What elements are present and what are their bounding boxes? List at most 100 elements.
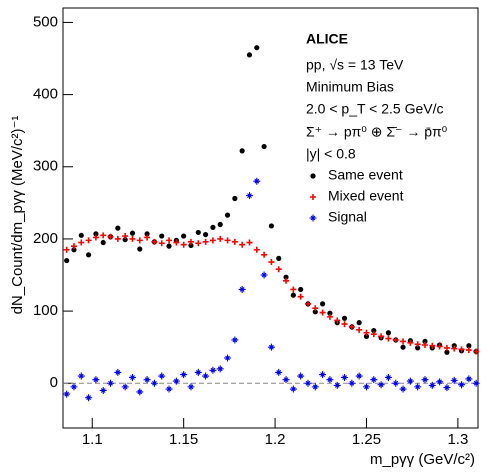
- point: [93, 231, 99, 237]
- y-tick-label: 400: [33, 86, 58, 103]
- point: [107, 379, 115, 387]
- point: [136, 388, 144, 396]
- annotation: Minimum Bias: [306, 79, 394, 95]
- point: [320, 301, 326, 307]
- point: [194, 368, 202, 376]
- point: [370, 331, 377, 338]
- point: [436, 378, 444, 386]
- point: [245, 192, 253, 200]
- point: [414, 341, 421, 348]
- point: [195, 240, 202, 247]
- point: [261, 143, 267, 150]
- point: [63, 246, 70, 253]
- point: [92, 376, 100, 384]
- point: [458, 346, 465, 353]
- point: [289, 385, 297, 393]
- point: [100, 232, 107, 239]
- point: [128, 373, 136, 381]
- point: [137, 246, 143, 252]
- legend-label: Same event: [328, 167, 403, 183]
- point: [166, 243, 172, 249]
- point: [114, 368, 122, 376]
- point: [406, 377, 414, 385]
- point: [129, 235, 136, 242]
- point: [356, 326, 363, 333]
- point: [333, 381, 341, 389]
- point: [217, 221, 223, 228]
- point: [327, 310, 333, 316]
- point: [158, 240, 165, 247]
- point: [85, 252, 92, 258]
- point: [165, 385, 173, 393]
- point: [158, 372, 166, 380]
- y-tick-label: 100: [33, 302, 58, 319]
- point: [371, 327, 377, 334]
- point: [458, 381, 466, 389]
- point: [370, 376, 378, 384]
- point: [282, 376, 290, 384]
- point: [450, 376, 458, 384]
- point: [341, 321, 348, 328]
- point: [261, 251, 268, 258]
- point: [268, 223, 275, 229]
- point: [392, 379, 400, 387]
- point: [348, 379, 356, 387]
- point: [275, 266, 282, 273]
- point: [85, 394, 93, 402]
- point: [392, 336, 399, 343]
- point: [385, 335, 392, 342]
- point: [472, 379, 480, 387]
- point: [297, 372, 305, 380]
- point: [290, 292, 296, 298]
- point: [422, 338, 428, 345]
- point: [181, 233, 187, 239]
- point: [298, 286, 304, 293]
- point: [421, 342, 428, 349]
- point: [466, 343, 472, 349]
- point: [231, 336, 239, 344]
- point: [283, 277, 290, 284]
- point: [276, 255, 282, 262]
- legend-marker: [310, 194, 316, 200]
- point: [414, 383, 422, 391]
- point: [209, 366, 217, 374]
- point: [210, 224, 216, 230]
- point: [92, 234, 99, 241]
- point: [121, 383, 129, 391]
- point: [399, 385, 407, 393]
- point: [356, 320, 362, 326]
- point: [224, 237, 231, 244]
- point: [216, 365, 224, 373]
- point: [143, 376, 151, 384]
- point: [224, 354, 232, 362]
- point: [209, 237, 216, 244]
- point: [180, 241, 187, 248]
- point: [304, 300, 311, 307]
- point: [312, 305, 319, 312]
- point: [224, 212, 231, 218]
- point: [246, 52, 253, 58]
- point: [107, 233, 114, 240]
- point: [267, 343, 275, 351]
- point: [100, 239, 106, 246]
- point: [78, 239, 85, 246]
- x-tick-label: 1.3: [447, 431, 468, 448]
- point: [136, 237, 143, 244]
- legend-label: Mixed event: [328, 188, 404, 204]
- point: [115, 225, 121, 231]
- point: [187, 383, 195, 391]
- point: [239, 241, 246, 248]
- point: [363, 329, 370, 336]
- legend-marker: [310, 173, 316, 179]
- y-axis-label: dN_Count/dm_pγγ (MeV/c²)⁻¹: [9, 116, 26, 315]
- point: [304, 379, 312, 387]
- point: [122, 237, 128, 243]
- y-tick-label: 0: [50, 374, 58, 391]
- plot-frame: [62, 7, 479, 429]
- point: [260, 271, 268, 279]
- point: [166, 237, 173, 244]
- point: [129, 230, 136, 236]
- point: [341, 315, 348, 321]
- point: [188, 242, 194, 249]
- point: [122, 233, 129, 240]
